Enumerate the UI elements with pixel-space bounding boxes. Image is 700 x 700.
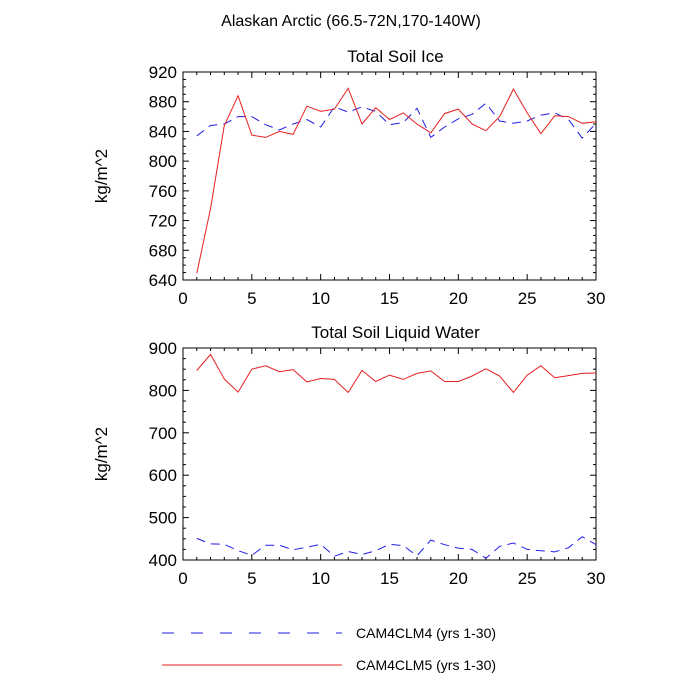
- figure-title: Alaskan Arctic (66.5-72N,170-140W): [221, 13, 481, 30]
- x-tick-label: 10: [311, 569, 330, 588]
- x-tick-label: 5: [247, 569, 256, 588]
- y-tick-label: 900: [149, 339, 177, 358]
- plot-frame: [182, 71, 597, 281]
- x-tick-label: 0: [178, 569, 187, 588]
- y-axis-label: kg/m^2: [92, 149, 111, 203]
- series-line: [196, 353, 597, 394]
- x-tick-label: 25: [518, 289, 537, 308]
- y-tick-label: 880: [149, 93, 177, 112]
- series-line: [196, 536, 597, 559]
- y-tick-label: 680: [149, 241, 177, 260]
- x-tick-label: 25: [518, 569, 537, 588]
- panel-total-soil-liquid-water: Total Soil Liquid Water 0 5 10 15 20 25 30 400 50…: [92, 323, 605, 588]
- legend-label: CAM4CLM4 (yrs 1-30): [356, 625, 496, 641]
- y-tick-label: 760: [149, 182, 177, 201]
- panel-total-soil-ice: Total Soil Ice 0 5 10 15 20 25 30 640 680 720 760 80…: [92, 47, 605, 308]
- legend: CAM4CLM4 (yrs 1-30) CAM4CLM5 (yrs 1-30): [162, 625, 496, 673]
- x-tick-label: 0: [178, 289, 187, 308]
- y-tick-label: 720: [149, 212, 177, 231]
- series-line: [196, 87, 597, 274]
- y-tick-label: 400: [149, 551, 177, 570]
- y-tick-label: 800: [149, 381, 177, 400]
- y-tick-label: 700: [149, 424, 177, 443]
- y-axis-label: kg/m^2: [92, 427, 111, 481]
- x-tick-label: 30: [587, 289, 606, 308]
- x-tick-label: 15: [380, 569, 399, 588]
- y-tick-label: 640: [149, 271, 177, 290]
- y-tick-label: 600: [149, 466, 177, 485]
- y-tick-label: 840: [149, 122, 177, 141]
- x-tick-label: 15: [380, 289, 399, 308]
- panel-title: Total Soil Ice: [347, 47, 443, 66]
- legend-label: CAM4CLM5 (yrs 1-30): [356, 657, 496, 673]
- x-tick-label: 5: [247, 289, 256, 308]
- y-tick-label: 800: [149, 152, 177, 171]
- y-tick-label: 500: [149, 509, 177, 528]
- x-tick-label: 10: [311, 289, 330, 308]
- panel-title: Total Soil Liquid Water: [311, 323, 480, 342]
- x-tick-label: 20: [449, 289, 468, 308]
- x-tick-label: 30: [587, 569, 606, 588]
- y-tick-label: 920: [149, 63, 177, 82]
- series-line: [196, 102, 597, 139]
- x-tick-label: 20: [449, 569, 468, 588]
